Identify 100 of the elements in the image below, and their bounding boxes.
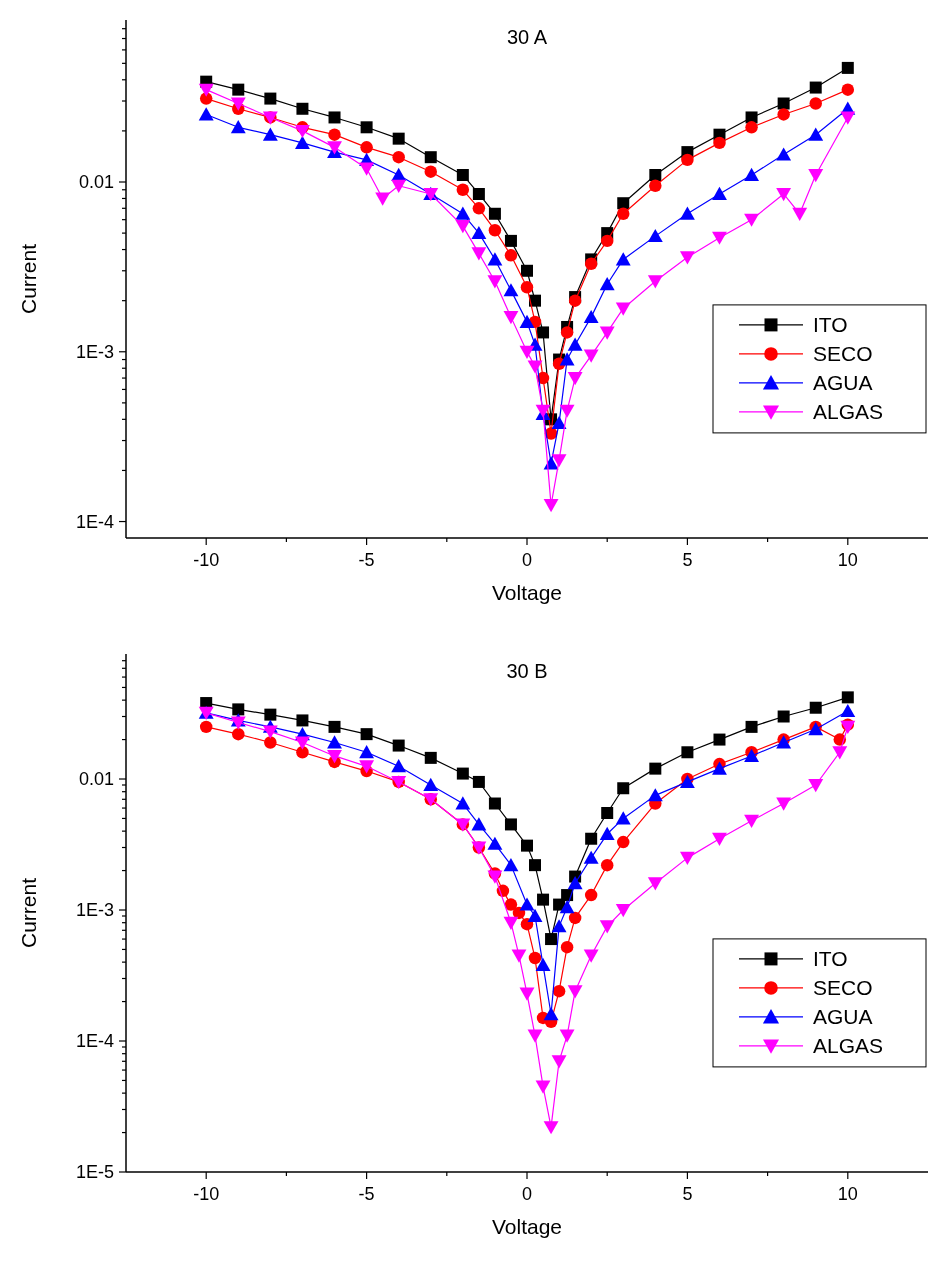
point	[328, 720, 341, 733]
point	[559, 1029, 575, 1043]
point	[681, 746, 694, 759]
chart-title: 30 A	[506, 26, 548, 48]
point	[264, 736, 277, 749]
point	[615, 904, 631, 918]
point	[712, 761, 727, 775]
point	[649, 168, 662, 181]
point	[519, 345, 535, 359]
point	[777, 108, 790, 121]
point	[840, 703, 856, 718]
point	[264, 708, 277, 721]
point	[392, 739, 405, 752]
point	[585, 832, 598, 845]
point	[296, 714, 309, 727]
point	[529, 294, 542, 307]
point	[583, 949, 599, 963]
point	[488, 797, 501, 810]
point	[423, 777, 439, 791]
point	[776, 797, 792, 811]
point	[647, 275, 663, 289]
point	[584, 257, 598, 270]
point	[391, 759, 407, 773]
point	[519, 897, 535, 911]
y-tick-label: 1E-3	[75, 900, 114, 921]
point	[328, 128, 341, 141]
point	[503, 916, 519, 930]
point	[567, 372, 583, 386]
y-axis-title: Current	[17, 877, 40, 949]
point	[528, 951, 542, 965]
x-tick-label: -10	[193, 1184, 220, 1204]
point	[777, 710, 790, 723]
point	[504, 818, 517, 831]
point	[712, 231, 727, 245]
point	[599, 920, 615, 934]
point	[198, 107, 214, 121]
point	[199, 720, 213, 734]
y-tick-label: 0.01	[78, 769, 114, 790]
point	[617, 782, 630, 795]
point	[777, 97, 790, 110]
x-axis-title: Voltage	[491, 581, 563, 604]
point	[327, 141, 342, 155]
point	[424, 165, 437, 178]
point	[455, 220, 471, 234]
point	[264, 92, 277, 105]
point	[296, 102, 309, 115]
point	[545, 933, 558, 946]
point	[745, 111, 758, 124]
point	[295, 736, 310, 750]
point	[230, 120, 246, 134]
point	[262, 127, 278, 141]
point	[295, 135, 310, 149]
point	[551, 1055, 567, 1069]
point	[808, 779, 824, 793]
point	[559, 900, 575, 914]
point	[487, 275, 503, 289]
x-tick-label: 0	[521, 550, 533, 570]
point	[456, 767, 469, 780]
point	[776, 187, 792, 202]
x-tick-label: -5	[358, 550, 375, 570]
point	[455, 796, 471, 810]
point	[600, 858, 614, 872]
point	[560, 326, 574, 339]
legend-label: ALGAS	[813, 400, 884, 424]
point	[567, 985, 583, 999]
point	[583, 349, 599, 363]
point	[584, 888, 598, 902]
point	[543, 1007, 559, 1021]
point	[471, 817, 487, 831]
point	[567, 876, 583, 890]
x-tick-label: 5	[682, 1184, 693, 1204]
x-axis-title: Voltage	[491, 1215, 563, 1238]
point	[681, 153, 694, 167]
point	[649, 179, 662, 193]
point	[232, 83, 245, 96]
point	[615, 302, 631, 316]
point	[392, 132, 405, 145]
point	[424, 151, 437, 164]
point	[472, 775, 485, 788]
y-tick-label: 1E-4	[75, 1031, 114, 1052]
point	[537, 326, 550, 339]
x-tick-label: -10	[193, 550, 220, 570]
point	[617, 835, 630, 849]
point	[808, 168, 824, 183]
chart-title: 30 B	[506, 660, 548, 682]
point	[199, 92, 213, 105]
x-tick-label: 5	[682, 550, 693, 570]
point	[488, 223, 502, 237]
point	[647, 228, 663, 243]
point	[455, 206, 471, 220]
point	[551, 919, 567, 933]
x-tick-label: -5	[358, 1184, 375, 1204]
point	[392, 150, 405, 164]
point	[713, 733, 726, 746]
legend-label: SECO	[813, 342, 873, 366]
point	[832, 746, 848, 760]
point	[529, 859, 542, 872]
point	[472, 187, 485, 200]
point	[504, 249, 518, 262]
point	[487, 870, 503, 884]
